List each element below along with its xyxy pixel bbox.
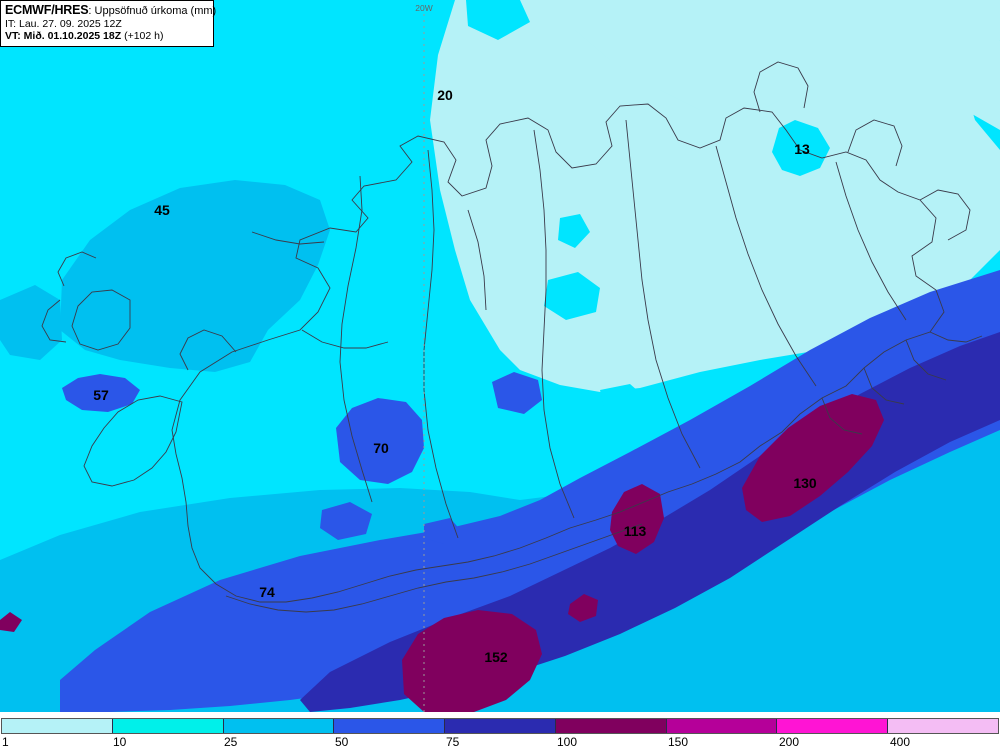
contour-label-113: 113 [623, 523, 647, 539]
legend-swatch-400[interactable] [888, 719, 999, 733]
legend-swatch-100[interactable] [555, 719, 667, 733]
contour-label-74: 74 [259, 584, 275, 600]
contour-label-57: 57 [93, 387, 109, 403]
model-parameter: : Uppsöfnuð úrkoma (mm) [88, 5, 217, 17]
band-50-75-group [60, 270, 1000, 712]
legend-tick-75: 75 [446, 735, 460, 749]
legend-tick-200: 200 [779, 735, 800, 749]
band-1-10-corner [905, 0, 1000, 35]
legend-swatch-10[interactable] [112, 719, 224, 733]
contour-label-45: 45 [154, 202, 170, 218]
legend-tick-1: 1 [2, 735, 9, 749]
legend-swatch-200[interactable] [777, 719, 889, 733]
legend-color-bar[interactable] [1, 718, 999, 734]
band-100-150-group [0, 394, 884, 712]
contour-label-130: 130 [793, 475, 817, 491]
info-valid-time: VT: Mið. 01.10.2025 18Z (+102 h) [5, 30, 209, 42]
legend-tick-labels: 1 10 25 50 75 100 150 200 400 [0, 735, 1000, 750]
map-canvas [0, 0, 1000, 712]
model-name: ECMWF/HRES [5, 3, 89, 17]
info-init-time: IT: Lau. 27. 09. 2025 12Z [5, 17, 122, 30]
info-model-line: ECMWF/HRES: Uppsöfnuð úrkoma (mm) [5, 3, 216, 18]
color-scale-legend: 1 10 25 50 75 100 150 200 400 [0, 712, 1000, 750]
legend-swatch-75[interactable] [445, 719, 556, 733]
legend-swatch-150[interactable] [666, 719, 778, 733]
legend-tick-25: 25 [224, 735, 238, 749]
valid-time-label: VT: Mið. 01.10.2025 18Z [5, 30, 122, 43]
legend-tick-400: 400 [890, 735, 911, 749]
coastline-overlay [41, 61, 983, 613]
contour-label-152: 152 [484, 649, 508, 665]
legend-tick-100: 100 [557, 735, 578, 749]
contour-label-70: 70 [373, 440, 389, 456]
legend-swatch-1[interactable] [2, 719, 113, 733]
contour-label-20: 20 [437, 87, 453, 103]
precipitation-map[interactable]: 20W 20 13 45 57 70 74 113 130 152 ECMWF/… [0, 0, 1000, 712]
contour-label-13: 13 [794, 141, 810, 157]
meridian-20w-label: 20W [415, 3, 433, 13]
legend-tick-50: 50 [335, 735, 349, 749]
forecast-info-box: ECMWF/HRES: Uppsöfnuð úrkoma (mm) IT: La… [0, 0, 216, 47]
valid-time-lead: (+102 h) [121, 30, 164, 43]
legend-swatch-50[interactable] [334, 719, 446, 733]
legend-swatch-25[interactable] [223, 719, 335, 733]
legend-tick-10: 10 [113, 735, 127, 749]
legend-tick-150: 150 [668, 735, 689, 749]
